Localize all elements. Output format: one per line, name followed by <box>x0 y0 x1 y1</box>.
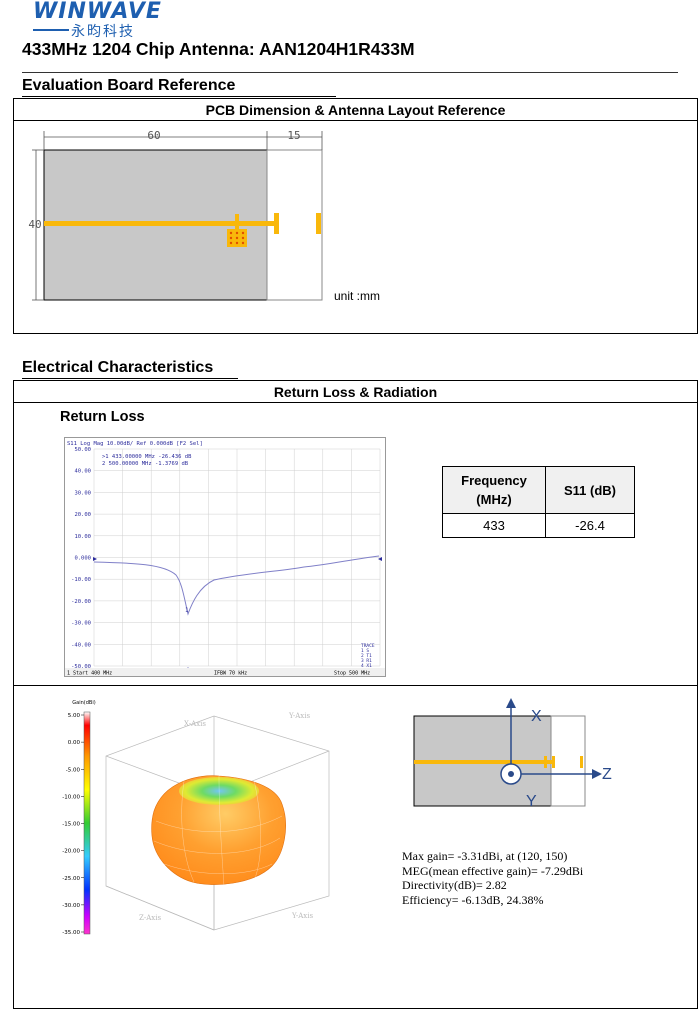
vna-y-tick: 0.000 <box>74 556 91 562</box>
gain-scale-tick: -35.00 <box>62 930 80 936</box>
s11-cell-s11: -26.4 <box>545 513 635 538</box>
vna-y-tick: -10.00 <box>71 577 91 583</box>
gain-scale-title: Gain(dBi) <box>72 700 95 706</box>
dimension-width: 60 <box>147 129 160 142</box>
vna-marker1: >1 433.00000 MHz -26.436 dB <box>102 454 192 460</box>
pcb-box-title: PCB Dimension & Antenna Layout Reference <box>14 99 697 121</box>
s11-cell-frequency: 433 <box>442 513 546 538</box>
axis-label-y: Y <box>526 793 537 810</box>
vna-y-tick: 10.00 <box>74 534 91 540</box>
return-loss-box: Return Loss & Radiation Return Loss S11 … <box>13 380 698 686</box>
gain-scale-tick: -25.00 <box>62 876 80 882</box>
vna-marker2: 2 500.00000 MHz -1.3769 dB <box>102 461 189 467</box>
gain-scale-tick: -15.00 <box>62 822 80 828</box>
radiation-box: Gain(dBi) 5.00 0.00 -5.00 -10.00 -15.00 -20.0… <box>13 685 698 1009</box>
gain-scale-tick: -30.00 <box>62 903 80 909</box>
logo-chinese-name: 永昀科技 <box>71 24 135 40</box>
company-logo: WINWAVE 永昀科技 <box>33 0 188 40</box>
vna-ifbw: IFBW 70 kHz <box>214 671 247 677</box>
section-underline <box>22 378 238 379</box>
vna-y-tick: -20.00 <box>71 599 91 605</box>
gain-scale-tick: -20.00 <box>62 849 80 855</box>
s11-table: Frequency (MHz) S11 (dB) 433 -26.4 <box>442 466 635 538</box>
pcb-reference-box: PCB Dimension & Antenna Layout Reference… <box>13 98 698 334</box>
section-underline <box>22 96 336 97</box>
vna-header: S11 Log Mag 10.00dB/ Ref 0.000dB [F2 Sel… <box>67 441 203 447</box>
vna-y-tick: 20.00 <box>74 512 91 518</box>
antenna-stats: Max gain= -3.31dBi, at (120, 150) MEG(me… <box>402 849 583 907</box>
stat-max-gain: Max gain= -3.31dBi, at (120, 150) <box>402 849 568 863</box>
return-loss-title: Return Loss <box>60 409 145 425</box>
dimension-clearance: 15 <box>287 129 300 142</box>
logo-wordmark: WINWAVE <box>33 0 162 24</box>
antenna-end-pad <box>316 213 321 234</box>
svg-text:1: 1 <box>185 607 189 614</box>
section-title-electrical: Electrical Characteristics <box>22 359 214 376</box>
orientation-clearance <box>550 715 586 807</box>
gain-scale-tick: 5.00 <box>68 713 81 719</box>
vna-y-tick: 40.00 <box>74 469 91 475</box>
page-title: 433MHz 1204 Chip Antenna: AAN1204H1R433M <box>22 39 415 59</box>
logo-line <box>33 29 69 31</box>
gain-scale-tick: -5.00 <box>66 767 81 773</box>
stat-meg: MEG(mean effective gain)= -7.29dBi <box>402 863 584 878</box>
z-axis-arrow <box>592 769 602 779</box>
radiation-pattern-figure: Gain(dBi) 5.00 0.00 -5.00 -10.00 -15.00 -20.0… <box>62 698 612 936</box>
vna-y-tick: 30.00 <box>74 490 91 496</box>
cube-label-4: Y-Axis <box>291 912 313 920</box>
s11-header-s11: S11 (dB) <box>545 466 635 514</box>
svg-text:2 T1: 2 T1 <box>361 653 372 659</box>
gain-scale-tick: -10.00 <box>62 794 80 800</box>
section-title-evaluation: Evaluation Board Reference <box>22 77 236 94</box>
radiation-lobe <box>151 775 286 885</box>
unit-label: unit :mm <box>334 289 381 303</box>
cube-label-2: Y-Axis <box>288 712 310 720</box>
cube-label-1: X-Axis <box>184 720 206 728</box>
table-row: 433 -26.4 <box>442 513 635 538</box>
feed-trace <box>44 221 270 226</box>
gain-scale-tick: 0.00 <box>68 740 81 746</box>
svg-text:1 S: 1 S <box>361 648 369 654</box>
s11-header-frequency: Frequency (MHz) <box>442 466 546 514</box>
title-divider <box>22 72 678 73</box>
gain-color-scale <box>83 711 91 935</box>
return-loss-box-title: Return Loss & Radiation <box>14 381 697 403</box>
stat-efficiency: Efficiency= -6.13dB, 24.38% <box>402 892 544 907</box>
vna-y-tick: 50.00 <box>74 447 91 453</box>
vna-start: 1 Start 400 MHz <box>67 671 112 677</box>
vna-stop: Stop 500 MHz <box>334 671 370 677</box>
axis-label-z: Z <box>602 766 612 783</box>
axis-label-x: X <box>531 708 542 725</box>
svg-text:3 R1: 3 R1 <box>361 658 372 664</box>
svg-text:TRACE: TRACE <box>361 643 375 649</box>
vna-y-tick: -50.00 <box>71 664 91 670</box>
cube-label-3: Z-Axis <box>139 914 161 922</box>
vna-return-loss-plot: S11 Log Mag 10.00dB/ Ref 0.000dB [F2 Sel… <box>64 437 386 677</box>
trace-stub <box>235 214 239 234</box>
pcb-drawing: 60 15 40 <box>28 129 323 301</box>
vna-y-tick: -40.00 <box>71 642 91 648</box>
x-axis-arrow <box>506 698 516 708</box>
antenna-chip-pad <box>274 213 279 234</box>
vna-y-tick: -30.00 <box>71 621 91 627</box>
svg-text:4 X1: 4 X1 <box>361 663 372 669</box>
dimension-height: 40 <box>28 218 41 231</box>
vna-s11-trace <box>93 555 380 616</box>
stat-directivity: Directivity(dB)= 2.82 <box>402 878 507 892</box>
